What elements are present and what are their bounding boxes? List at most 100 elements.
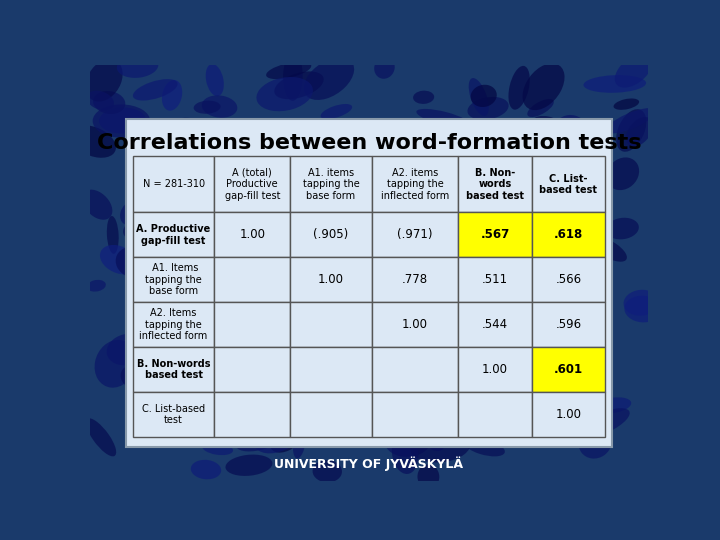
- Ellipse shape: [392, 433, 418, 474]
- Ellipse shape: [525, 241, 567, 258]
- Ellipse shape: [202, 442, 233, 455]
- Ellipse shape: [441, 130, 466, 141]
- Ellipse shape: [484, 218, 528, 258]
- Ellipse shape: [544, 383, 564, 401]
- Ellipse shape: [283, 52, 302, 101]
- Bar: [133, 258, 215, 302]
- Ellipse shape: [585, 371, 609, 392]
- Ellipse shape: [123, 220, 149, 240]
- Ellipse shape: [217, 162, 241, 181]
- Ellipse shape: [256, 77, 313, 111]
- Ellipse shape: [508, 66, 530, 110]
- Ellipse shape: [251, 295, 291, 313]
- Ellipse shape: [624, 296, 661, 322]
- Ellipse shape: [233, 388, 257, 417]
- Text: 1.00: 1.00: [402, 318, 428, 331]
- Ellipse shape: [120, 202, 139, 225]
- Ellipse shape: [279, 205, 319, 236]
- Text: B. Non-
words
based test: B. Non- words based test: [466, 168, 524, 201]
- Ellipse shape: [93, 91, 125, 114]
- Ellipse shape: [498, 301, 538, 326]
- Ellipse shape: [120, 363, 171, 396]
- Ellipse shape: [70, 125, 116, 158]
- Ellipse shape: [202, 96, 238, 118]
- Ellipse shape: [363, 389, 428, 418]
- Bar: [531, 258, 605, 302]
- Ellipse shape: [171, 287, 203, 314]
- Ellipse shape: [241, 230, 258, 240]
- Ellipse shape: [467, 97, 508, 120]
- Bar: [458, 347, 531, 392]
- Ellipse shape: [426, 247, 461, 268]
- Bar: [458, 302, 531, 347]
- Ellipse shape: [238, 332, 289, 359]
- Ellipse shape: [350, 219, 384, 246]
- Ellipse shape: [272, 354, 304, 368]
- Ellipse shape: [521, 180, 552, 203]
- Bar: [133, 392, 215, 437]
- Text: Correlations between word-formation tests: Correlations between word-formation test…: [96, 133, 642, 153]
- Ellipse shape: [117, 55, 158, 78]
- Ellipse shape: [554, 115, 588, 144]
- Ellipse shape: [274, 359, 323, 377]
- Ellipse shape: [191, 460, 221, 480]
- Ellipse shape: [487, 213, 536, 233]
- Bar: [458, 258, 531, 302]
- Ellipse shape: [215, 406, 240, 422]
- Text: .778: .778: [402, 273, 428, 286]
- Ellipse shape: [447, 380, 479, 411]
- Bar: [215, 156, 290, 212]
- Ellipse shape: [156, 143, 181, 157]
- Text: 1.00: 1.00: [482, 363, 508, 376]
- Bar: [372, 156, 458, 212]
- Ellipse shape: [384, 423, 431, 457]
- Text: A. Productive
gap-fill test: A. Productive gap-fill test: [137, 224, 211, 246]
- Bar: [458, 212, 531, 258]
- Ellipse shape: [560, 173, 575, 203]
- Text: C. List-based
test: C. List-based test: [142, 404, 205, 426]
- Bar: [290, 212, 372, 258]
- Bar: [133, 212, 215, 258]
- Bar: [215, 258, 290, 302]
- Ellipse shape: [528, 354, 561, 373]
- Ellipse shape: [318, 416, 343, 438]
- Ellipse shape: [315, 345, 347, 374]
- Ellipse shape: [379, 178, 413, 208]
- Text: B. Non-words
based test: B. Non-words based test: [137, 359, 210, 380]
- Ellipse shape: [616, 109, 647, 152]
- Text: .567: .567: [480, 228, 510, 241]
- Ellipse shape: [202, 421, 234, 440]
- Ellipse shape: [188, 335, 228, 354]
- Ellipse shape: [448, 340, 510, 374]
- Ellipse shape: [533, 116, 560, 130]
- Bar: [215, 212, 290, 258]
- Ellipse shape: [448, 153, 482, 175]
- Ellipse shape: [133, 79, 178, 100]
- Ellipse shape: [266, 62, 311, 79]
- Ellipse shape: [476, 260, 517, 289]
- Bar: [372, 392, 458, 437]
- Ellipse shape: [94, 340, 136, 388]
- Ellipse shape: [615, 53, 652, 87]
- Ellipse shape: [552, 338, 577, 360]
- Ellipse shape: [521, 142, 542, 163]
- Ellipse shape: [312, 460, 342, 482]
- Text: N = 281-310: N = 281-310: [143, 179, 204, 190]
- Text: UNIVERSITY OF JYVÄSKYLÄ: UNIVERSITY OF JYVÄSKYLÄ: [274, 457, 464, 471]
- Ellipse shape: [127, 320, 157, 335]
- Ellipse shape: [574, 408, 630, 439]
- Ellipse shape: [162, 80, 182, 111]
- Ellipse shape: [425, 177, 458, 206]
- Bar: [290, 347, 372, 392]
- Ellipse shape: [352, 124, 392, 150]
- Ellipse shape: [579, 427, 612, 458]
- Ellipse shape: [116, 246, 154, 279]
- Ellipse shape: [527, 99, 554, 117]
- Ellipse shape: [463, 437, 505, 456]
- Ellipse shape: [487, 282, 516, 302]
- Ellipse shape: [258, 414, 297, 435]
- Text: .618: .618: [554, 228, 583, 241]
- Ellipse shape: [373, 298, 391, 308]
- Ellipse shape: [172, 359, 197, 371]
- Ellipse shape: [606, 158, 639, 190]
